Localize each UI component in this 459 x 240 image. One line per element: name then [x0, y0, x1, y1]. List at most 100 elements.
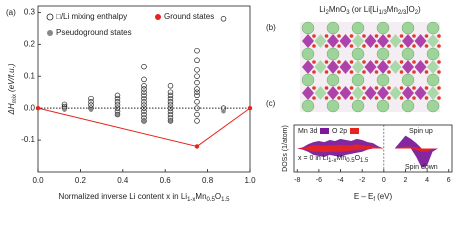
structure-title-part: MnO [329, 5, 346, 14]
annotation-part: 0.5 [346, 158, 355, 164]
mn-octahedron [352, 60, 364, 74]
o-atom [349, 96, 354, 100]
data-point [88, 102, 94, 108]
data-point [141, 76, 147, 83]
y-tick-label: 0.3 [24, 7, 36, 16]
annotation-part: 1-x [328, 158, 336, 164]
o-atom [337, 44, 341, 48]
li-atom [326, 21, 340, 35]
data-point [141, 108, 147, 115]
x-axis-label-part: (eV) [377, 192, 392, 201]
o-atom [387, 86, 391, 90]
o-atom [412, 60, 416, 64]
o-atom [337, 70, 341, 74]
data-point [141, 63, 147, 70]
li-atom [401, 21, 415, 35]
li-atom [326, 47, 340, 61]
annotation: x = 0 in Li1-xMn0.5O1.5 [298, 155, 369, 164]
o-atom [374, 86, 379, 90]
mn-octahedron [389, 60, 402, 74]
o-atom [424, 60, 429, 64]
data-point [35, 105, 41, 111]
structure-title: Li2MnO3 (or Li[Li1/3Mn2/3]O2) [319, 5, 421, 15]
li-atom [376, 47, 390, 61]
data-point [194, 57, 200, 64]
data-point [167, 108, 174, 115]
legend-label: □/Li mixing enthalpy [56, 12, 127, 21]
data-point [167, 111, 174, 118]
o-atom [387, 96, 391, 100]
o-atom [324, 86, 329, 90]
o-atom [387, 34, 391, 38]
data-point [88, 99, 94, 105]
x-tick-label: -8 [294, 177, 300, 184]
mn-octahedron [302, 34, 314, 48]
data-point [141, 83, 147, 89]
o-atom [387, 44, 391, 48]
data-point [88, 107, 94, 112]
data-point [114, 92, 121, 99]
legend-swatch [320, 128, 329, 134]
structure-title-part: Mn [387, 5, 398, 14]
mn-octahedron [327, 86, 339, 100]
legend-marker [47, 30, 53, 36]
li-atom [301, 47, 315, 61]
x-tick-label: 0.0 [32, 176, 44, 185]
x-tick-label: 1.0 [244, 176, 256, 185]
o-atom [337, 86, 341, 90]
o-atom [362, 44, 366, 48]
data-point [167, 118, 174, 124]
o-atom [424, 34, 429, 38]
y-axis-label: ΔHmix(eV/f.u.) [7, 63, 17, 115]
o-atom [312, 86, 316, 90]
legend-label: Mn 3d [298, 128, 318, 135]
x-axis-label-part: Normalized inverse Li content x in Li [59, 192, 188, 201]
dos-area [297, 144, 449, 149]
mn-octahedron [314, 60, 327, 74]
crystal-structure [300, 21, 441, 113]
mn-octahedron [389, 34, 402, 48]
o-atom [337, 96, 341, 100]
data-point [247, 105, 253, 111]
mn-octahedron [377, 60, 389, 74]
o-atom [412, 44, 416, 48]
o-atom [349, 86, 354, 90]
li-atom [376, 73, 390, 87]
annotation-part: O [355, 155, 361, 162]
data-point [167, 99, 174, 105]
data-point [167, 83, 174, 89]
panel-label: (a) [6, 8, 16, 17]
legend-swatch [350, 128, 359, 134]
y-axis-label-part: ΔH [7, 103, 16, 115]
legend-label: O 2p [332, 128, 347, 135]
o-atom [387, 60, 391, 64]
panel-label: (c) [266, 99, 276, 108]
legend-marker [155, 14, 161, 20]
data-point [194, 79, 200, 86]
x-tick-label: 0.6 [160, 176, 172, 185]
y-tick-label: 0.0 [24, 103, 36, 112]
data-point [194, 111, 200, 118]
li-atom [301, 21, 315, 35]
li-atom [351, 73, 365, 87]
data-point [141, 95, 147, 102]
data-point [141, 118, 147, 124]
o-atom [324, 34, 329, 38]
x-axis-label: Normalized inverse Li content x in Li1-x… [59, 192, 231, 202]
y-tick-label: 0.1 [24, 71, 36, 80]
mn-octahedron [314, 86, 327, 100]
mn-octahedron [314, 34, 327, 48]
data-point [194, 92, 200, 99]
legend-label: Pseudoground states [56, 28, 132, 37]
o-atom [437, 86, 441, 90]
o-atom [349, 70, 354, 74]
x-tick-label: -2 [359, 177, 365, 184]
x-tick-label: -4 [337, 177, 343, 184]
mn-octahedron [339, 86, 352, 100]
o-atom [349, 60, 354, 64]
data-point [141, 102, 147, 108]
o-atom [412, 70, 416, 74]
data-point [114, 111, 121, 118]
y-tick-label: 0.2 [24, 39, 36, 48]
o-atom [374, 34, 379, 38]
